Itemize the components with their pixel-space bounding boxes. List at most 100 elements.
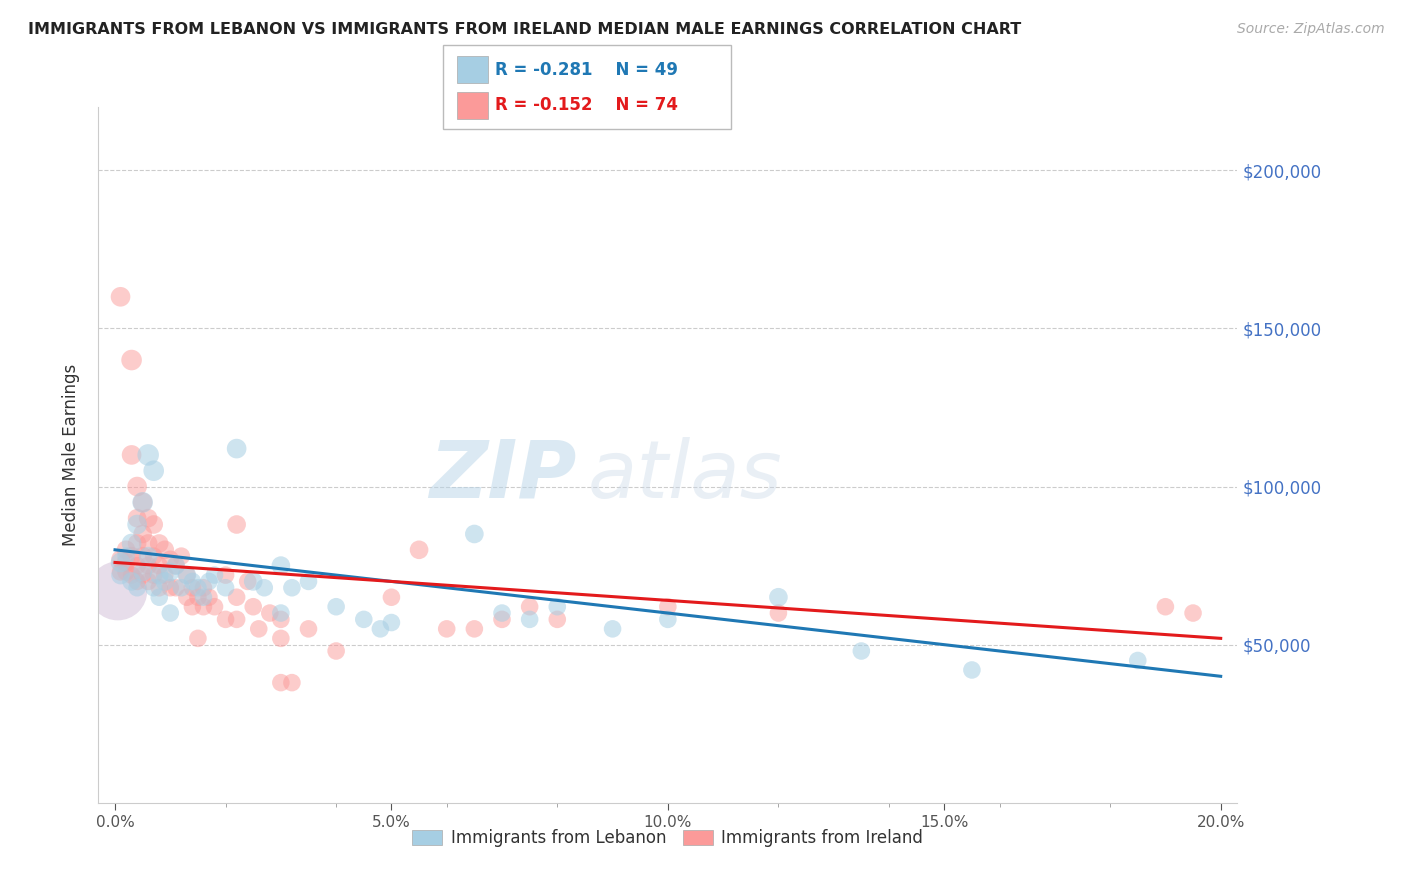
Point <box>176 591 198 605</box>
Text: Source: ZipAtlas.com: Source: ZipAtlas.com <box>1237 22 1385 37</box>
Point <box>165 558 187 573</box>
Point <box>148 536 170 550</box>
Point <box>121 353 143 368</box>
Point <box>380 591 402 605</box>
Point <box>148 591 170 605</box>
Point <box>225 612 247 626</box>
Point <box>491 612 513 626</box>
Point <box>176 568 198 582</box>
Point <box>204 599 226 614</box>
Point <box>181 581 204 595</box>
Point <box>214 612 236 626</box>
Point <box>121 568 143 582</box>
Point <box>602 622 624 636</box>
Point <box>198 574 221 589</box>
Text: R = -0.152    N = 74: R = -0.152 N = 74 <box>495 96 678 114</box>
Point <box>127 558 149 573</box>
Point <box>121 448 143 462</box>
Point <box>136 558 159 573</box>
Point <box>127 574 149 589</box>
Text: IMMIGRANTS FROM LEBANON VS IMMIGRANTS FROM IRELAND MEDIAN MALE EARNINGS CORRELAT: IMMIGRANTS FROM LEBANON VS IMMIGRANTS FR… <box>28 22 1021 37</box>
Point <box>247 622 270 636</box>
Point <box>136 574 159 589</box>
Point <box>181 574 204 589</box>
Point <box>225 442 247 456</box>
Point <box>193 581 215 595</box>
Point <box>297 574 319 589</box>
Point <box>165 558 187 573</box>
Point <box>281 675 304 690</box>
Point <box>115 565 138 579</box>
Point <box>436 622 458 636</box>
Point <box>193 591 215 605</box>
Point <box>181 599 204 614</box>
Point <box>170 581 193 595</box>
Point <box>142 517 165 532</box>
Point <box>214 568 236 582</box>
Point <box>115 556 138 570</box>
Point <box>107 583 129 598</box>
Point <box>353 612 375 626</box>
Point <box>159 552 181 566</box>
Point <box>121 536 143 550</box>
Point <box>325 644 347 658</box>
Point <box>187 632 209 646</box>
Point <box>159 565 181 579</box>
Point <box>270 675 292 690</box>
Point <box>1126 653 1149 667</box>
Point <box>204 568 226 582</box>
Point <box>1182 606 1205 620</box>
Point <box>187 591 209 605</box>
Point <box>768 606 790 620</box>
Text: R = -0.281    N = 49: R = -0.281 N = 49 <box>495 61 678 78</box>
Point <box>657 599 679 614</box>
Point <box>131 527 153 541</box>
Point <box>214 581 236 595</box>
Point <box>242 599 264 614</box>
Point <box>960 663 983 677</box>
Point <box>281 581 304 595</box>
Point <box>159 606 181 620</box>
Point <box>463 527 485 541</box>
Point <box>768 591 790 605</box>
Point <box>657 612 679 626</box>
Point <box>127 479 149 493</box>
Point <box>148 581 170 595</box>
Point <box>546 599 568 614</box>
Point <box>127 517 149 532</box>
Point <box>127 581 149 595</box>
Point <box>170 549 193 563</box>
Point <box>242 574 264 589</box>
Point <box>136 448 159 462</box>
Point <box>142 568 165 582</box>
Point <box>187 581 209 595</box>
Point <box>270 632 292 646</box>
Point <box>131 549 153 563</box>
Point <box>110 290 132 304</box>
Point <box>193 599 215 614</box>
Point <box>153 542 176 557</box>
Point <box>153 574 176 589</box>
Point <box>176 568 198 582</box>
Point <box>519 599 541 614</box>
Point <box>131 568 153 582</box>
Text: atlas: atlas <box>588 437 783 515</box>
Point <box>136 549 159 563</box>
Point <box>131 495 153 509</box>
Point <box>380 615 402 630</box>
Point <box>370 622 392 636</box>
Point <box>198 591 221 605</box>
Point <box>325 599 347 614</box>
Point <box>110 556 132 570</box>
Point <box>142 464 165 478</box>
Point <box>225 517 247 532</box>
Point <box>115 542 138 557</box>
Point <box>297 622 319 636</box>
Legend: Immigrants from Lebanon, Immigrants from Ireland: Immigrants from Lebanon, Immigrants from… <box>406 822 929 854</box>
Point <box>136 511 159 525</box>
Point <box>121 549 143 563</box>
Y-axis label: Median Male Earnings: Median Male Earnings <box>62 364 80 546</box>
Point <box>127 511 149 525</box>
Point <box>408 542 430 557</box>
Point <box>148 558 170 573</box>
